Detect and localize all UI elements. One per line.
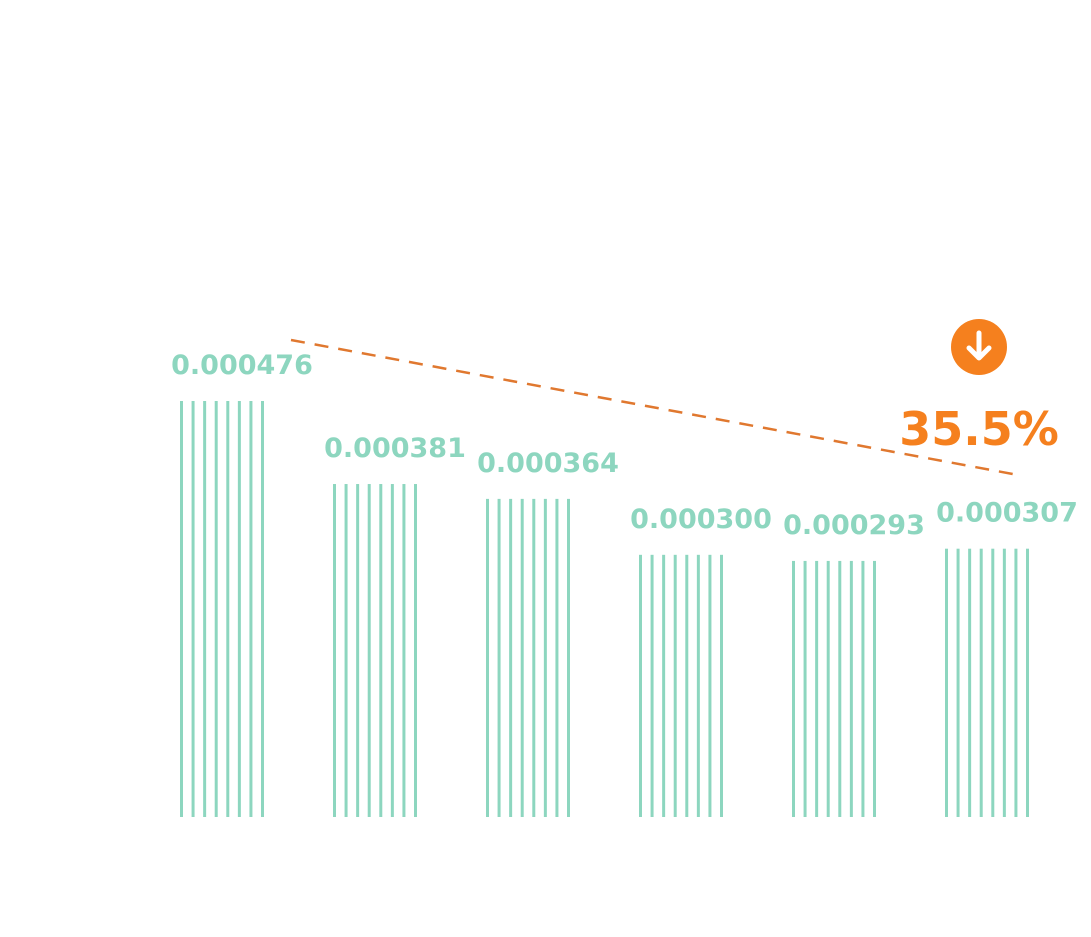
arrow-down-circle-icon: [951, 319, 1007, 375]
bar-3-stripe: [532, 498, 536, 817]
bar-2-stripe: [414, 484, 417, 817]
bar-6-stripe: [968, 548, 972, 817]
bar-5: [792, 560, 876, 817]
bar-3-stripe: [520, 498, 524, 817]
bar-5-stripe: [826, 560, 830, 817]
bar-2-stripe: [379, 484, 383, 817]
bar-1-stripe: [237, 401, 241, 817]
bar-6-stripe: [956, 548, 960, 817]
bar-2-stripe: [333, 484, 336, 817]
bar-6-stripe: [1014, 548, 1018, 817]
bar-2-stripe: [344, 484, 348, 817]
bar-1-stripe: [261, 401, 264, 817]
bar-2-stripe: [367, 484, 371, 817]
trend-line: [290, 338, 1019, 477]
bar-3-stripe: [543, 498, 547, 817]
bar-6-stripe: [991, 548, 995, 817]
value-label-2: 0.000381: [324, 433, 466, 464]
value-label-5: 0.000293: [783, 510, 925, 541]
value-label-6: 0.000307: [936, 498, 1078, 529]
bar-3-stripe: [567, 498, 570, 817]
bar-1-stripe: [214, 401, 218, 817]
bars-group: [180, 401, 1029, 817]
bar-5-stripe: [803, 560, 807, 817]
bar-5-stripe: [873, 560, 876, 817]
value-labels-group: 0.000476 0.000381 0.000364 0.000300 0.000293…: [171, 350, 1078, 541]
bar-3-stripe: [555, 498, 559, 817]
bar-3-stripe: [509, 498, 513, 817]
bar-6-stripe: [945, 548, 948, 817]
bar-1-stripe: [203, 401, 207, 817]
bar-4-stripe: [639, 554, 642, 817]
bar-2: [333, 484, 417, 817]
bar-4-stripe: [662, 554, 666, 817]
value-label-4: 0.000300: [630, 504, 772, 535]
bar-3: [486, 498, 570, 817]
bar-5-stripe: [849, 560, 853, 817]
value-label-3: 0.000364: [477, 448, 619, 479]
bar-2-stripe: [402, 484, 406, 817]
bar-1-stripe: [226, 401, 230, 817]
bar-6-stripe: [1002, 548, 1006, 817]
bar-1-stripe: [249, 401, 253, 817]
bar-4-stripe: [696, 554, 700, 817]
bar-5-stripe: [838, 560, 842, 817]
bar-4: [639, 554, 723, 817]
bar-6: [945, 548, 1029, 817]
bar-3-stripe: [486, 498, 489, 817]
bar-4-stripe: [685, 554, 689, 817]
bar-2-stripe: [390, 484, 394, 817]
change-percent-label: 35.5%: [899, 402, 1059, 456]
bar-1-stripe: [180, 401, 183, 817]
bar-4-stripe: [708, 554, 712, 817]
bar-5-stripe: [792, 560, 795, 817]
bar-4-stripe: [673, 554, 677, 817]
bar-1-stripe: [191, 401, 195, 817]
bar-5-stripe: [861, 560, 865, 817]
bar-3-stripe: [497, 498, 501, 817]
bar-4-stripe: [720, 554, 723, 817]
bar-5-stripe: [815, 560, 819, 817]
bar-2-stripe: [356, 484, 360, 817]
bar-6-stripe: [1026, 548, 1029, 817]
bar-4-stripe: [650, 554, 654, 817]
bar-6-stripe: [979, 548, 983, 817]
bar-1: [180, 401, 264, 817]
value-label-1: 0.000476: [171, 350, 313, 381]
